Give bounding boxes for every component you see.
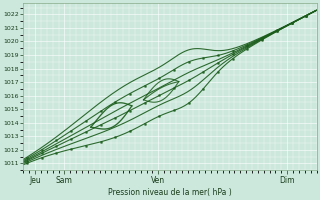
X-axis label: Pression niveau de la mer( hPa ): Pression niveau de la mer( hPa ) xyxy=(108,188,232,197)
